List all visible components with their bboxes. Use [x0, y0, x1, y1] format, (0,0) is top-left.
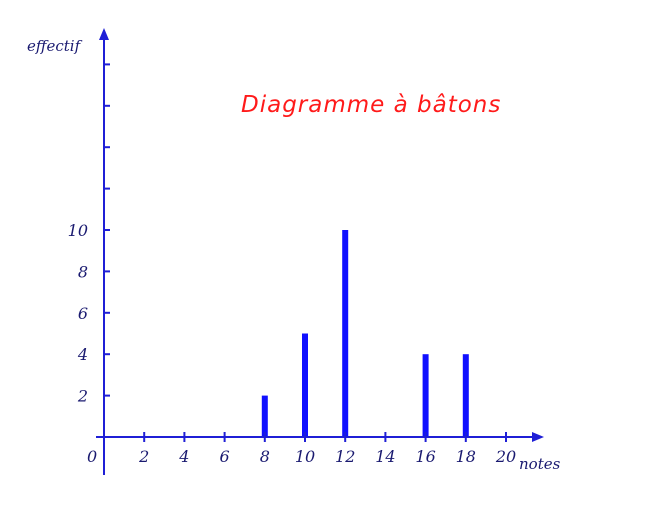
x-tick-label: 20	[495, 447, 516, 466]
tick-labels-group: 2 4 6 8 10 12 14 16 18 20 2 4 6 8 10	[68, 221, 517, 466]
origin-label: 0	[87, 447, 97, 466]
x-tick-label: 18	[456, 447, 476, 466]
x-tick-label: 6	[220, 447, 230, 466]
x-axis-arrow	[532, 432, 544, 442]
y-tick-label: 6	[78, 304, 88, 323]
y-tick-label: 8	[78, 262, 88, 281]
x-tick-label: 12	[335, 447, 355, 466]
x-tick-label: 4	[178, 447, 189, 466]
y-tick-label: 2	[77, 387, 88, 406]
axes-group	[96, 28, 544, 475]
x-tick-label: 16	[415, 447, 435, 466]
y-axis-label: effectif	[27, 37, 83, 55]
bar-8	[261, 395, 268, 437]
y-tick-label: 4	[77, 345, 88, 364]
bar-10	[302, 333, 308, 437]
bar-18	[462, 354, 469, 437]
x-tick-label: 10	[295, 447, 315, 466]
y-axis-arrow	[99, 28, 109, 40]
bar-12	[342, 230, 349, 437]
bars-group	[261, 230, 469, 437]
x-axis-label: notes	[519, 455, 561, 473]
x-tick-label: 14	[375, 447, 395, 466]
ticks-group	[103, 63, 507, 442]
x-tick-label: 8	[260, 447, 270, 466]
chart-title: Diagramme à bâtons	[241, 92, 501, 118]
x-tick-label: 2	[138, 447, 149, 466]
bar-16	[422, 354, 429, 437]
y-tick-label: 10	[68, 221, 88, 240]
